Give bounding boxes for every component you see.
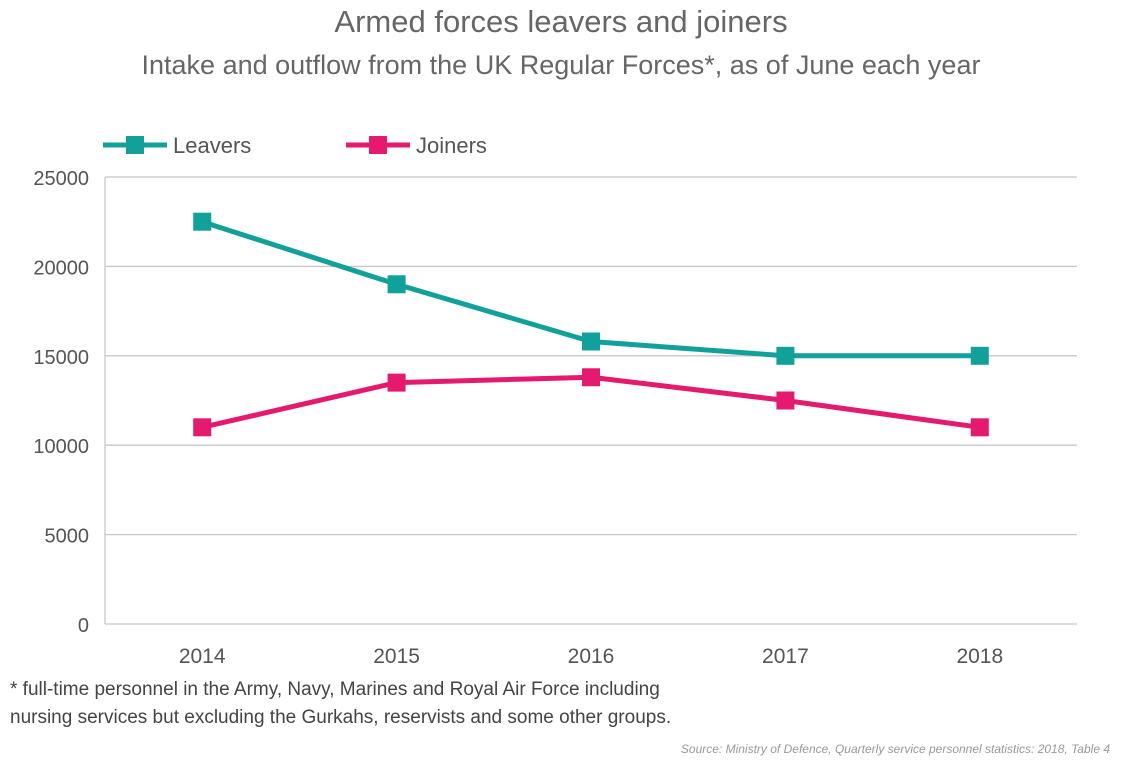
y-tick-label: 15000 (33, 347, 89, 369)
x-tick-label: 2016 (568, 645, 615, 668)
legend-marker-joiners (369, 136, 387, 154)
x-tick-label: 2015 (373, 645, 420, 668)
y-tick-label: 5000 (45, 526, 90, 548)
y-tick-label: 25000 (33, 168, 89, 190)
chart-subtitle: Intake and outflow from the UK Regular F… (141, 50, 981, 80)
y-tick-label: 10000 (33, 436, 89, 458)
y-tick-label: 20000 (33, 257, 89, 279)
data-point-leavers (776, 346, 795, 365)
data-point-joiners (582, 368, 600, 387)
data-point-leavers (387, 275, 406, 294)
source-note: Source: Ministry of Defence, Quarterly s… (680, 742, 1110, 756)
y-tick-label: 0 (78, 615, 89, 637)
data-point-joiners (387, 373, 406, 392)
data-point-joiners (193, 418, 212, 437)
legend-label-leavers: Leavers (173, 133, 251, 158)
x-tick-label: 2014 (179, 645, 226, 668)
footnote: * full-time personnel in the Army, Navy,… (10, 679, 672, 728)
legend-marker-leavers (126, 136, 144, 154)
chart-title: Armed forces leavers and joiners (334, 4, 788, 39)
x-tick-label: 2018 (956, 645, 1003, 668)
x-tick-label: 2017 (762, 645, 809, 668)
data-point-joiners (970, 418, 989, 437)
data-point-joiners (776, 391, 795, 410)
legend-label-joiners: Joiners (416, 133, 487, 158)
data-point-leavers (970, 346, 989, 365)
data-point-leavers (582, 332, 600, 351)
data-point-leavers (193, 212, 212, 231)
